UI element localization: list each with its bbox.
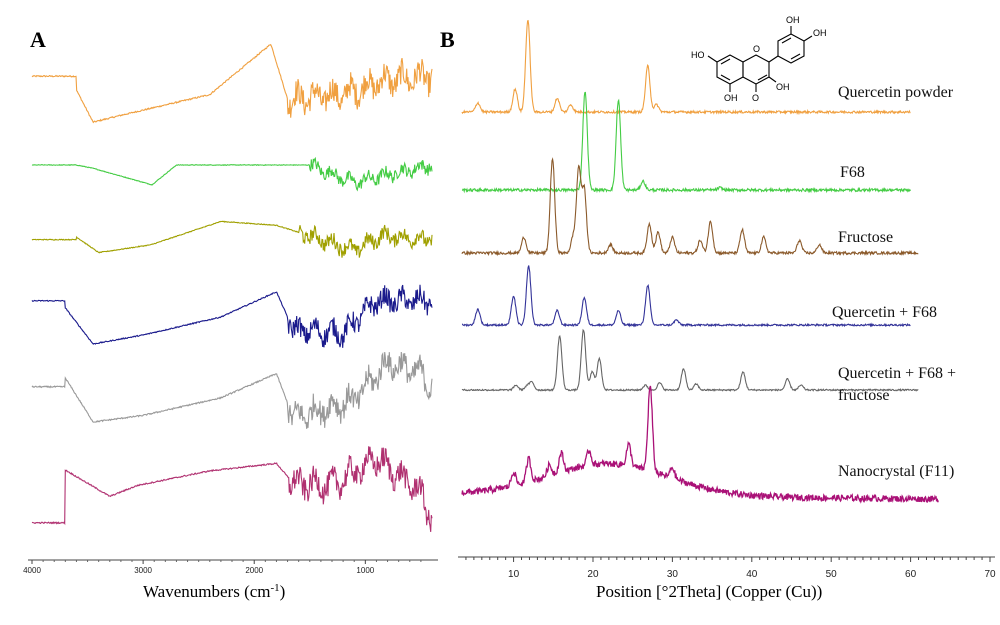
xrd-pattern-3 [461, 157, 919, 257]
xrd-x-axis-title: Position [°2Theta] (Copper (Cu)) [596, 582, 822, 601]
label-quercetin-powder: Quercetin powder [838, 84, 954, 101]
chem-label-oh-top-right: OH [813, 28, 827, 38]
ftir-tick-label: 3000 [134, 566, 152, 575]
ftir-spectrum-3 [31, 220, 433, 258]
ftir-spectrum-1 [31, 43, 433, 124]
panel-b-letter: B [440, 27, 455, 52]
xrd-tick-label: 20 [587, 569, 599, 580]
ftir-tick-label: 2000 [245, 566, 263, 575]
ftir-panel: 4000 3000 2000 1000 Wavenumbers (cm-1) [23, 43, 438, 601]
label-quercetin-f68-fructose-line2: fructose [838, 387, 890, 404]
ftir-spectrum-5 [31, 351, 433, 429]
ftir-spectrum-6 [31, 446, 433, 532]
xrd-pattern-4 [461, 265, 911, 328]
label-fructose: Fructose [838, 229, 893, 246]
ftir-tick-label: 1000 [356, 566, 374, 575]
xrd-pattern-1 [461, 19, 911, 115]
quercetin-structure [707, 26, 813, 92]
label-quercetin-f68-fructose-line1: Quercetin + F68 + [838, 365, 956, 382]
chem-label-ho-left: HO [691, 50, 705, 60]
chem-label-oh-bottom: OH [724, 93, 738, 103]
xrd-tick-label: 50 [826, 569, 838, 580]
label-nanocrystal-f11: Nanocrystal (F11) [838, 463, 954, 480]
xrd-tick-label: 60 [905, 569, 917, 580]
ftir-spectrum-4 [31, 284, 433, 348]
panel-a-letter: A [30, 27, 46, 52]
ftir-x-axis-title: Wavenumbers (cm-1) [143, 582, 285, 601]
ftir-traces [31, 43, 433, 532]
label-quercetin-f68: Quercetin + F68 [832, 304, 937, 321]
xrd-pattern-6 [461, 385, 939, 504]
xrd-pattern-5 [461, 328, 919, 393]
ftir-tick-label: 4000 [23, 566, 41, 575]
chem-label-oh-top-left: OH [786, 15, 800, 25]
xrd-tick-label: 30 [667, 569, 679, 580]
chem-label-ring-oxygen: O [753, 44, 760, 54]
xrd-tick-label: 40 [746, 569, 758, 580]
xrd-x-ticks: 10 20 30 40 50 60 70 [465, 557, 996, 580]
xrd-panel: 10 20 30 40 50 60 70 Position [°2Theta] (Coppe… [458, 19, 996, 601]
chem-label-oh-ring-c: OH [776, 82, 790, 92]
xrd-tick-label: 70 [984, 569, 996, 580]
label-f68: F68 [840, 164, 865, 181]
xrd-traces [461, 19, 939, 504]
ftir-x-ticks: 4000 3000 2000 1000 [23, 560, 422, 575]
xrd-tick-label: 10 [508, 569, 520, 580]
chem-label-carbonyl-oxygen: O [752, 93, 759, 103]
xrd-pattern-2 [461, 91, 911, 194]
ftir-spectrum-2 [31, 156, 433, 192]
